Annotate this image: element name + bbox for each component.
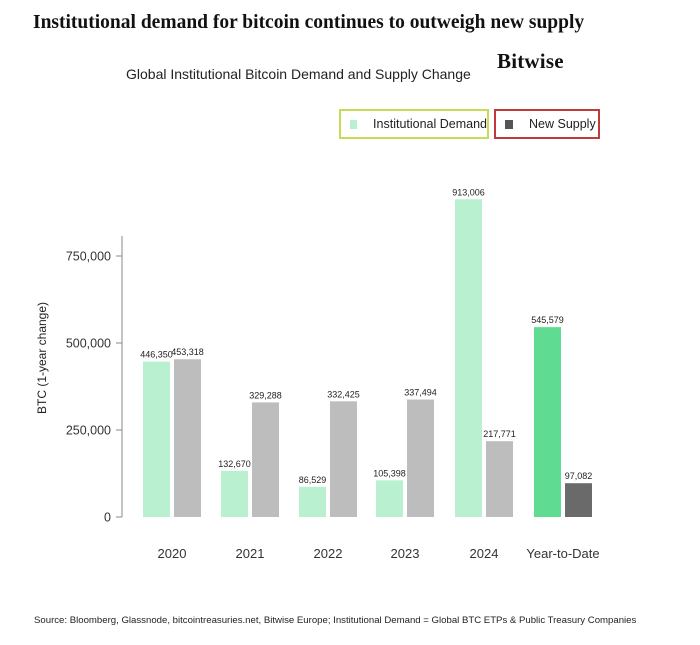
bar-supply-year-to-date [565, 483, 592, 517]
legend-label-demand: Institutional Demand [373, 117, 487, 131]
bar-demand-2024 [455, 199, 482, 517]
bar-demand-2023 [376, 480, 403, 517]
chart-title: Global Institutional Bitcoin Demand and … [126, 66, 471, 82]
x-tick-label: 2020 [158, 546, 187, 561]
bar-supply-2023 [407, 399, 434, 517]
legend-item-demand: Institutional Demand [339, 109, 489, 139]
headline: Institutional demand for bitcoin continu… [33, 12, 585, 33]
data-label-demand: 105,398 [373, 468, 406, 478]
data-label-demand: 545,579 [531, 315, 564, 325]
data-label-supply: 332,425 [327, 389, 360, 399]
data-label-demand: 86,529 [299, 475, 327, 485]
bar-supply-2024 [486, 441, 513, 517]
data-label-supply: 217,771 [483, 429, 516, 439]
bar-demand-2022 [299, 486, 326, 517]
data-label-demand: 132,670 [218, 459, 251, 469]
y-axis-label: BTC (1-year change) [35, 302, 49, 414]
x-tick-label: Year-to-Date [526, 546, 599, 561]
bar-demand-2020 [143, 361, 170, 517]
data-label-demand: 446,350 [140, 350, 173, 360]
legend-swatch-supply [505, 119, 513, 129]
data-label-supply: 337,494 [404, 388, 437, 398]
x-tick-label: 2024 [470, 546, 499, 561]
bar-supply-2021 [252, 402, 279, 517]
y-tick-label: 750,000 [66, 250, 111, 264]
bar-supply-2020 [174, 359, 201, 517]
bar-demand-year-to-date [534, 327, 561, 517]
brand-logo: Bitwise [497, 49, 564, 73]
bar-demand-2021 [221, 470, 248, 517]
source-note: Source: Bloomberg, Glassnode, bitcointre… [34, 615, 637, 626]
y-tick-label: 250,000 [66, 424, 111, 438]
x-tick-label: 2021 [236, 546, 265, 561]
legend-item-supply: New Supply [494, 109, 600, 139]
y-tick-label: 500,000 [66, 337, 111, 351]
data-label-supply: 453,318 [171, 347, 204, 357]
y-ticks: 0 250,000 500,000 750,000 [66, 250, 122, 525]
category-labels: 2020 2021 2022 2023 2024 Year-to-Date [158, 546, 600, 561]
legend-swatch-demand [350, 119, 358, 129]
x-tick-label: 2023 [391, 546, 420, 561]
data-label-demand: 913,006 [452, 187, 485, 197]
bars [143, 199, 592, 517]
y-tick-label: 0 [104, 511, 111, 525]
data-label-supply: 97,082 [565, 471, 593, 481]
bar-supply-2022 [330, 401, 357, 517]
data-label-supply: 329,288 [249, 390, 282, 400]
legend-label-supply: New Supply [529, 117, 596, 131]
x-tick-label: 2022 [314, 546, 343, 561]
